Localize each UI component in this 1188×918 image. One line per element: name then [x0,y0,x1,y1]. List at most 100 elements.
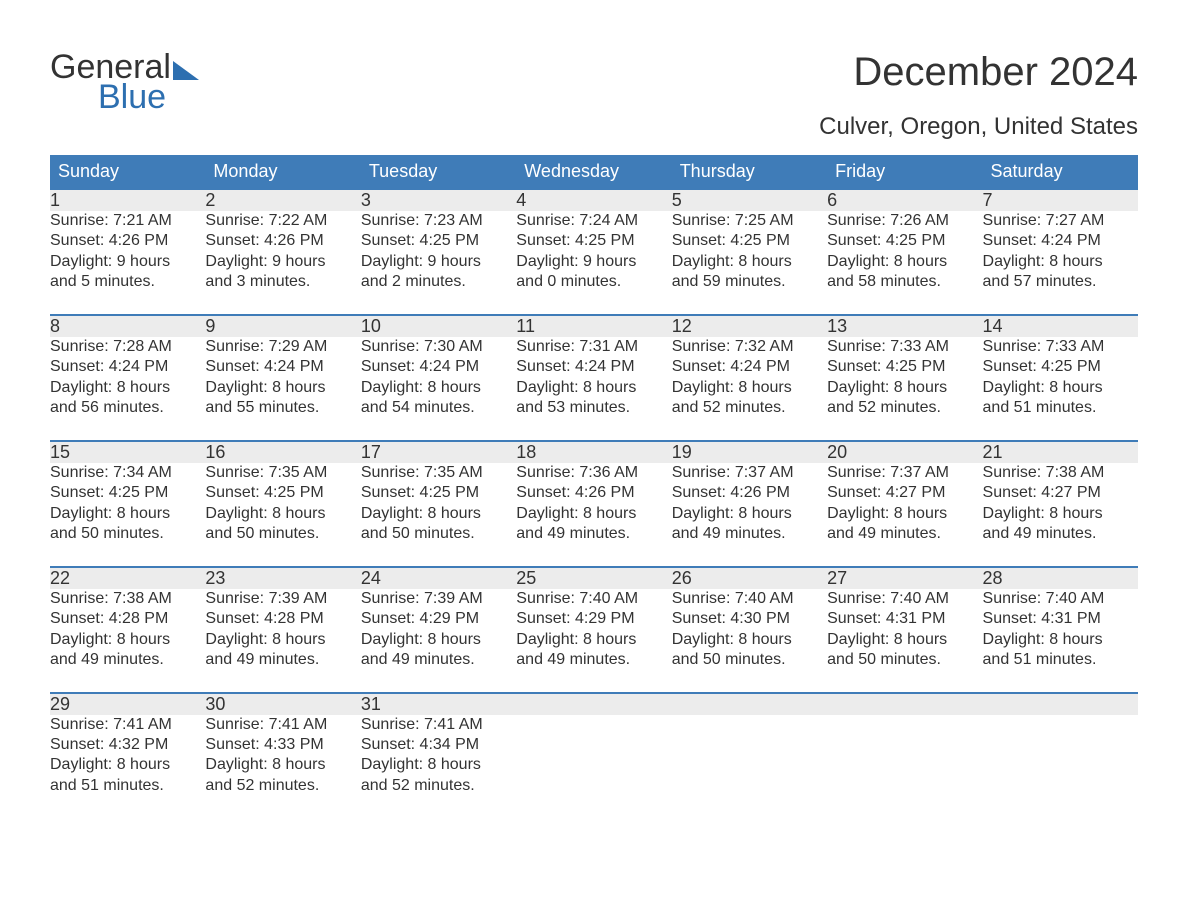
day-d2: and 3 minutes. [205,272,360,292]
day-d1: Daylight: 8 hours [361,504,516,524]
day-number: 6 [827,190,837,210]
day-d2: and 58 minutes. [827,272,982,292]
day-d1: Daylight: 8 hours [50,504,205,524]
day-sr: Sunrise: 7:40 AM [672,589,827,609]
day-d1: Daylight: 8 hours [983,504,1138,524]
day-detail-cell: Sunrise: 7:28 AMSunset: 4:24 PMDaylight:… [50,337,205,419]
day-ss: Sunset: 4:25 PM [50,483,205,503]
day-number-cell: 15 [50,441,205,463]
day-number: 28 [983,568,1003,588]
day-header-label: Friday [835,161,885,181]
day-d1: Daylight: 9 hours [205,252,360,272]
day-number-cell [672,693,827,715]
day-number: 16 [205,442,225,462]
week-spacer [50,671,1138,693]
day-d2: and 50 minutes. [50,524,205,544]
day-sr: Sunrise: 7:38 AM [983,463,1138,483]
day-ss: Sunset: 4:25 PM [672,231,827,251]
week-daynum-row: 1234567 [50,189,1138,211]
day-number-cell: 20 [827,441,982,463]
day-detail-cell: Sunrise: 7:39 AMSunset: 4:29 PMDaylight:… [361,589,516,671]
day-header: Thursday [672,155,827,189]
day-sr: Sunrise: 7:40 AM [983,589,1138,609]
day-number-cell [983,693,1138,715]
day-number-cell: 14 [983,315,1138,337]
day-d1: Daylight: 8 hours [672,630,827,650]
day-d1: Daylight: 8 hours [672,378,827,398]
day-detail-cell: Sunrise: 7:41 AMSunset: 4:33 PMDaylight:… [205,715,360,797]
day-ss: Sunset: 4:26 PM [205,231,360,251]
day-ss: Sunset: 4:24 PM [361,357,516,377]
day-detail-cell [516,715,671,797]
day-sr: Sunrise: 7:23 AM [361,211,516,231]
day-d2: and 2 minutes. [361,272,516,292]
day-number: 14 [983,316,1003,336]
day-d1: Daylight: 8 hours [205,378,360,398]
day-detail-cell: Sunrise: 7:25 AMSunset: 4:25 PMDaylight:… [672,211,827,293]
day-sr: Sunrise: 7:33 AM [827,337,982,357]
day-d2: and 51 minutes. [983,650,1138,670]
day-detail-cell: Sunrise: 7:35 AMSunset: 4:25 PMDaylight:… [205,463,360,545]
day-d2: and 52 minutes. [672,398,827,418]
day-d1: Daylight: 8 hours [361,378,516,398]
day-detail-cell: Sunrise: 7:29 AMSunset: 4:24 PMDaylight:… [205,337,360,419]
day-sr: Sunrise: 7:41 AM [50,715,205,735]
day-d2: and 57 minutes. [983,272,1138,292]
day-number-cell: 29 [50,693,205,715]
week-spacer [50,419,1138,441]
day-detail-cell: Sunrise: 7:37 AMSunset: 4:26 PMDaylight:… [672,463,827,545]
day-number: 3 [361,190,371,210]
day-ss: Sunset: 4:25 PM [516,231,671,251]
month-title: December 2024 [819,50,1138,95]
calendar-head: SundayMondayTuesdayWednesdayThursdayFrid… [50,155,1138,189]
day-number: 25 [516,568,536,588]
day-ss: Sunset: 4:25 PM [361,483,516,503]
day-sr: Sunrise: 7:35 AM [205,463,360,483]
day-number-cell: 6 [827,189,982,211]
day-sr: Sunrise: 7:28 AM [50,337,205,357]
week-detail-row: Sunrise: 7:21 AMSunset: 4:26 PMDaylight:… [50,211,1138,293]
day-sr: Sunrise: 7:33 AM [983,337,1138,357]
day-d1: Daylight: 8 hours [672,252,827,272]
day-sr: Sunrise: 7:35 AM [361,463,516,483]
day-number: 24 [361,568,381,588]
day-number: 18 [516,442,536,462]
day-ss: Sunset: 4:25 PM [983,357,1138,377]
day-ss: Sunset: 4:24 PM [205,357,360,377]
day-sr: Sunrise: 7:24 AM [516,211,671,231]
day-number-cell: 17 [361,441,516,463]
day-number-cell: 21 [983,441,1138,463]
day-detail-cell: Sunrise: 7:21 AMSunset: 4:26 PMDaylight:… [50,211,205,293]
day-d2: and 51 minutes. [983,398,1138,418]
day-d2: and 52 minutes. [827,398,982,418]
day-ss: Sunset: 4:31 PM [983,609,1138,629]
day-number-cell: 8 [50,315,205,337]
day-d1: Daylight: 8 hours [827,378,982,398]
day-ss: Sunset: 4:24 PM [983,231,1138,251]
day-ss: Sunset: 4:25 PM [361,231,516,251]
day-detail-cell: Sunrise: 7:23 AMSunset: 4:25 PMDaylight:… [361,211,516,293]
day-number: 26 [672,568,692,588]
day-ss: Sunset: 4:25 PM [827,231,982,251]
day-sr: Sunrise: 7:34 AM [50,463,205,483]
day-d2: and 49 minutes. [827,524,982,544]
day-d2: and 50 minutes. [205,524,360,544]
day-ss: Sunset: 4:25 PM [827,357,982,377]
day-d1: Daylight: 8 hours [361,755,516,775]
day-number: 23 [205,568,225,588]
logo-triangle-icon [173,61,199,80]
day-d1: Daylight: 9 hours [516,252,671,272]
day-header-label: Tuesday [369,161,437,181]
day-ss: Sunset: 4:26 PM [516,483,671,503]
day-ss: Sunset: 4:25 PM [205,483,360,503]
day-d1: Daylight: 9 hours [361,252,516,272]
day-ss: Sunset: 4:24 PM [672,357,827,377]
day-d1: Daylight: 8 hours [50,755,205,775]
day-d2: and 54 minutes. [361,398,516,418]
day-number: 7 [983,190,993,210]
day-number: 30 [205,694,225,714]
week-detail-row: Sunrise: 7:38 AMSunset: 4:28 PMDaylight:… [50,589,1138,671]
day-number-cell [516,693,671,715]
day-d2: and 0 minutes. [516,272,671,292]
day-number: 27 [827,568,847,588]
